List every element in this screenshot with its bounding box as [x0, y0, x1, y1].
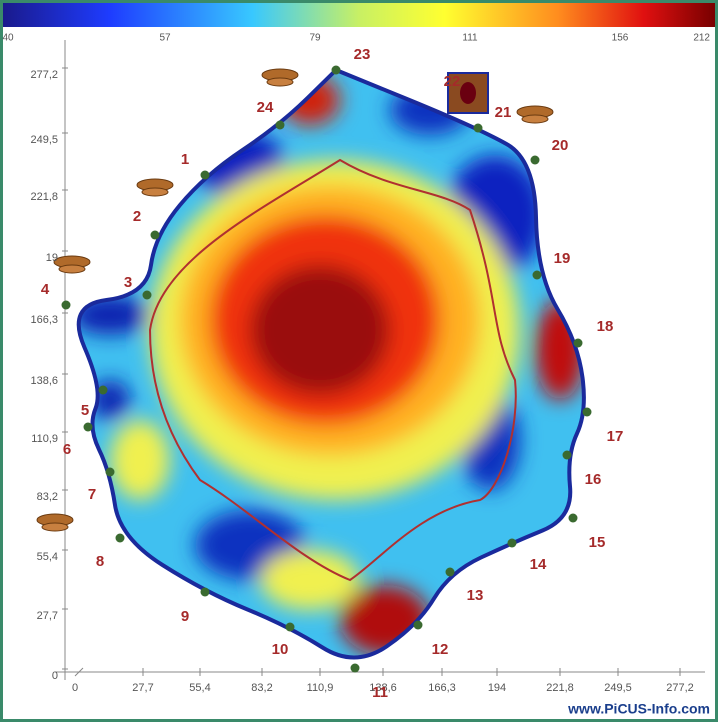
x-tick-label: 277,2	[666, 682, 694, 694]
fungus-cap	[141, 187, 169, 197]
sensor-point	[582, 407, 592, 417]
sensor-point	[473, 123, 483, 133]
sensor-point	[142, 290, 152, 300]
sensor-point	[285, 622, 295, 632]
sensor-label: 2	[133, 208, 141, 225]
sensor-point	[83, 422, 93, 432]
sensor-label: 4	[41, 281, 50, 298]
sensor-point	[200, 587, 210, 597]
sensor-label: 14	[530, 556, 547, 573]
x-tick-label: 221,8	[546, 682, 574, 694]
x-tick-label: 0	[72, 682, 78, 694]
sensor-label: 10	[272, 641, 289, 658]
x-tick-label: 83,2	[251, 682, 272, 694]
fungus-cap	[266, 77, 294, 87]
velocity-field	[78, 70, 584, 658]
y-tick-label: 27,7	[37, 610, 58, 622]
sensor-label: 24	[257, 99, 274, 116]
sensor-label: 15	[589, 534, 606, 551]
sensor-point	[115, 533, 125, 543]
sensor-label: 21	[495, 104, 512, 121]
colorbar-label: 156	[612, 33, 629, 44]
y-tick-label: 249,5	[30, 134, 58, 146]
sensor-label: 19	[554, 250, 571, 267]
sensor-point	[350, 663, 360, 673]
x-tick-label: 166,3	[428, 682, 456, 694]
sensor-point	[275, 120, 285, 130]
contour-line	[148, 158, 517, 582]
y-tick-label: 110,9	[31, 433, 58, 445]
colorbar-label: 79	[309, 33, 321, 44]
y-tick-label: 83,2	[37, 491, 58, 503]
sensor-label: 11	[372, 684, 388, 701]
x-tick-label: 249,5	[604, 682, 632, 694]
sensor-point	[61, 300, 71, 310]
x-tick-label: 194	[488, 682, 506, 694]
colorbar	[3, 3, 715, 27]
sensor-point	[331, 65, 341, 75]
fungus-cap	[58, 264, 86, 274]
sensor-point	[413, 620, 423, 630]
sensor-label: 9	[181, 608, 189, 625]
y-tick-label: 55,4	[37, 551, 58, 563]
sensor-point	[105, 467, 115, 477]
y-tick-label: 19	[46, 252, 58, 264]
sensor-label: 17	[607, 428, 624, 445]
sensor-label: 23	[354, 46, 371, 63]
sensor-label: 12	[432, 641, 449, 658]
fungus-cap	[41, 522, 69, 532]
sensor-point	[568, 513, 578, 523]
colorbar-label: 57	[159, 33, 171, 44]
sensor-label: 1	[181, 151, 189, 168]
sensor-label: 8	[96, 553, 104, 570]
sensor-label: 18	[597, 318, 614, 335]
sensor-point	[530, 155, 540, 165]
sensor-point	[98, 385, 108, 395]
fungus-cap	[521, 114, 549, 124]
colorbar-label: 111	[462, 33, 478, 44]
sensor-label: 5	[81, 402, 89, 419]
x-tick-label: 138,6	[369, 682, 397, 694]
sensor-label: 22	[444, 73, 461, 90]
y-tick-label: 0	[52, 670, 58, 682]
x-tick-label: 27,7	[132, 682, 153, 694]
sensor-point	[200, 170, 210, 180]
fungus-icons	[36, 68, 554, 532]
colorbar-label: 40	[2, 33, 14, 44]
watermark: www.PiCUS-Info.com	[567, 701, 710, 717]
sensor-label: 3	[124, 274, 132, 291]
sensor-point	[150, 230, 160, 240]
x-tick-label: 110,9	[307, 682, 334, 694]
colorbar-label: 212	[693, 33, 710, 44]
sensor-label: 7	[88, 486, 96, 503]
sensor-point	[562, 450, 572, 460]
x-tick	[74, 667, 84, 677]
y-tick-label: 166,3	[30, 314, 58, 326]
y-tick-label: 138,6	[30, 375, 58, 387]
sensor-point	[532, 270, 542, 280]
sensor-label: 16	[585, 471, 602, 488]
sensor-label: 20	[552, 137, 569, 154]
x-tick-label: 55,4	[189, 682, 210, 694]
sample-icon-core	[460, 82, 476, 104]
y-tick-label: 221,8	[30, 191, 58, 203]
sensor-point	[573, 338, 583, 348]
sensor-point	[507, 538, 517, 548]
y-tick-label: 277,2	[30, 69, 58, 81]
sensor-point	[445, 567, 455, 577]
sensor-label: 6	[63, 441, 71, 458]
sensor-label: 13	[467, 587, 484, 604]
